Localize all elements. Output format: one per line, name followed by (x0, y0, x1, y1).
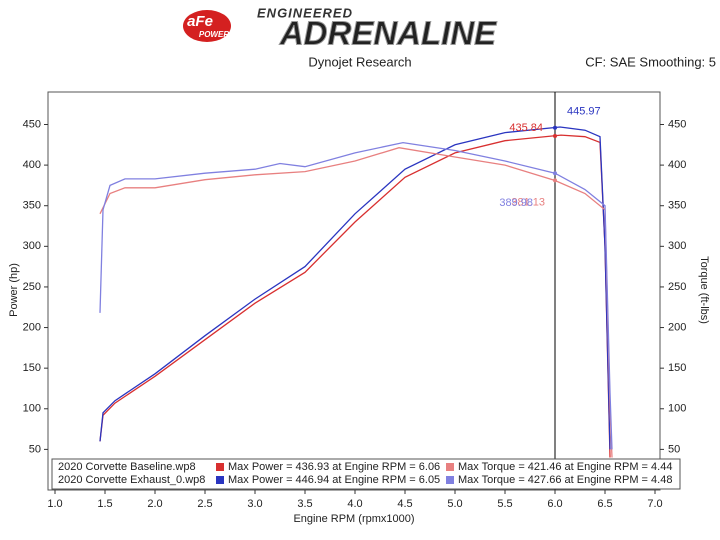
y2-tick-label: 400 (668, 159, 686, 171)
legend-box (51, 458, 681, 490)
x-tick-label: 2.0 (147, 498, 162, 510)
plot-area (47, 91, 661, 491)
chart-title: ADRENALINE (279, 15, 497, 52)
legend-file: 2020 Corvette Exhaust_0.wp8 (58, 474, 205, 486)
y-tick-label: 200 (23, 321, 41, 333)
y2-tick-label: 300 (668, 240, 686, 252)
x-tick-label: 1.0 (47, 498, 62, 510)
kicker: ENGINEERED (257, 5, 353, 20)
series-line (99, 126, 611, 450)
y-tick-label: 300 (23, 240, 41, 252)
legend-file: 2020 Corvette Baseline.wp8 (58, 461, 196, 473)
y2-tick-label: 100 (668, 403, 686, 415)
legend-swatch (216, 463, 224, 471)
y2-tick-label: 200 (668, 321, 686, 333)
x-axis-label: Engine RPM (rpmx1000) (293, 513, 414, 525)
x-tick-label: 6.0 (547, 498, 562, 510)
cursor-marker (553, 171, 557, 176)
legend-swatch (446, 463, 454, 471)
cursor-value: 389.98 (499, 197, 533, 209)
cursor-marker (553, 133, 557, 138)
x-tick-label: 5.5 (497, 498, 512, 510)
cursor-marker (553, 125, 557, 130)
y-tick-label: 450 (23, 118, 41, 130)
subtitle: Dynojet Research (308, 54, 411, 69)
legend-swatch (446, 476, 454, 484)
y2-axis-label: Torque (ft-lbs) (698, 256, 710, 324)
x-tick-label: 3.0 (247, 498, 262, 510)
x-tick-label: 2.5 (197, 498, 212, 510)
y-axis-label: Power (hp) (8, 263, 20, 317)
legend-torque: Max Torque = 421.46 at Engine RPM = 4.44 (458, 461, 672, 473)
y-tick-label: 250 (23, 281, 41, 293)
y2-tick-label: 50 (668, 443, 680, 455)
x-tick-label: 6.5 (597, 498, 612, 510)
y-tick-label: 150 (23, 362, 41, 374)
y-tick-label: 100 (23, 403, 41, 415)
x-tick-label: 5.0 (447, 498, 462, 510)
x-tick-label: 1.5 (97, 498, 112, 510)
series-line (99, 147, 613, 458)
legend-power: Max Power = 446.94 at Engine RPM = 6.05 (228, 474, 440, 486)
cursor-marker (553, 178, 557, 183)
series-line (99, 134, 611, 458)
legend-power: Max Power = 436.93 at Engine RPM = 6.06 (228, 461, 440, 473)
logo-badge (183, 10, 231, 42)
cursor-value: 445.97 (567, 106, 601, 118)
y-tick-label: 350 (23, 200, 41, 212)
y-tick-label: 50 (29, 443, 41, 455)
x-tick-label: 4.0 (347, 498, 362, 510)
y2-tick-label: 150 (668, 362, 686, 374)
y2-tick-label: 350 (668, 200, 686, 212)
legend-torque: Max Torque = 427.66 at Engine RPM = 4.48 (458, 474, 672, 486)
x-tick-label: 7.0 (647, 498, 662, 510)
cursor-value: 435.84 (509, 122, 543, 134)
series-line (99, 141, 613, 450)
legend-swatch (216, 476, 224, 484)
correction-note: CF: SAE Smoothing: 5 (585, 54, 716, 69)
y-tick-label: 400 (23, 159, 41, 171)
y2-tick-label: 250 (668, 281, 686, 293)
cursor-value: 381.13 (511, 196, 545, 208)
y2-tick-label: 450 (668, 118, 686, 130)
logo: aFe (187, 13, 213, 30)
logo-sub: POWER (199, 30, 229, 39)
x-tick-label: 3.5 (297, 498, 312, 510)
x-tick-label: 4.5 (397, 498, 412, 510)
